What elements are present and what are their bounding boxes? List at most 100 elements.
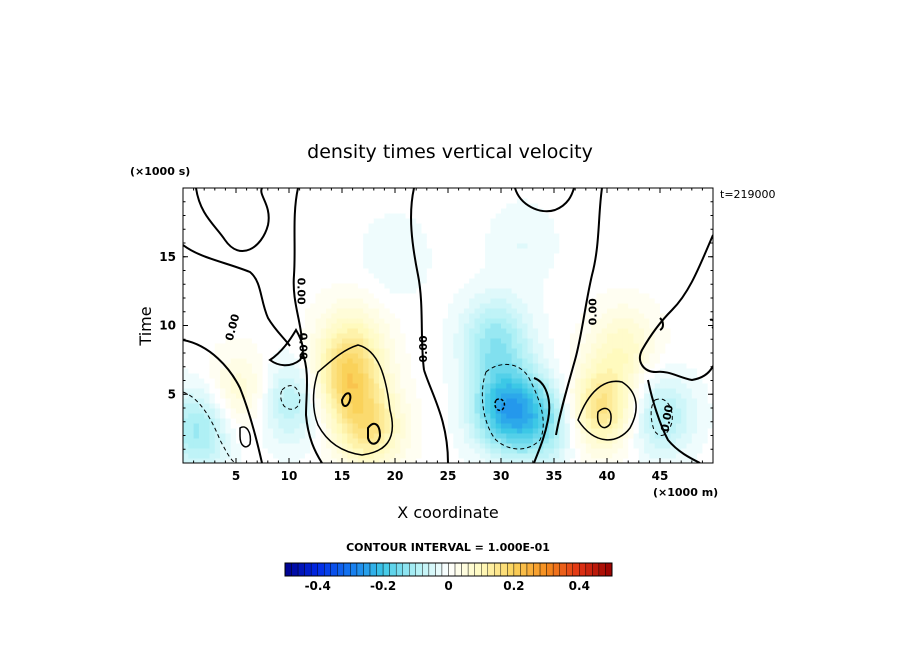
- heatmap-cell: [352, 428, 359, 434]
- heatmap-cell: [448, 268, 454, 274]
- heatmap-cell: [257, 343, 263, 349]
- heatmap-cell: [543, 358, 550, 364]
- heatmap-cell: [633, 363, 640, 369]
- heatmap-cell: [368, 363, 375, 369]
- heatmap-cell: [267, 393, 274, 399]
- heatmap-cell: [495, 278, 502, 284]
- heatmap-cell: [469, 203, 475, 209]
- heatmap-cell: [559, 343, 566, 349]
- heatmap-cell: [230, 268, 237, 274]
- heatmap-cell: [278, 313, 285, 319]
- heatmap-cell: [236, 313, 242, 319]
- heatmap-cell: [501, 203, 507, 209]
- heatmap-cell: [426, 328, 433, 334]
- heatmap-cell: [379, 408, 385, 414]
- heatmap-cell: [591, 298, 597, 304]
- heatmap-cell: [432, 323, 438, 329]
- heatmap-cell: [479, 363, 486, 369]
- heatmap-cell: [310, 383, 316, 389]
- heatmap-cell: [622, 228, 629, 234]
- heatmap-cell: [267, 223, 274, 229]
- heatmap-cell: [225, 313, 232, 319]
- heatmap-cell: [448, 313, 454, 319]
- heatmap-cell: [585, 338, 592, 344]
- heatmap-cell: [617, 198, 624, 204]
- heatmap-cell: [336, 398, 343, 404]
- heatmap-cell: [204, 258, 210, 264]
- heatmap-cell: [559, 308, 566, 314]
- heatmap-cell: [320, 278, 327, 284]
- heatmap-cell: [463, 383, 470, 389]
- heatmap-cell: [289, 208, 295, 214]
- heatmap-cell: [564, 268, 571, 274]
- heatmap-cell: [649, 223, 656, 229]
- heatmap-cell: [601, 188, 608, 194]
- heatmap-cell: [432, 263, 438, 269]
- heatmap-cell: [469, 238, 475, 244]
- heatmap-cell: [532, 203, 539, 209]
- heatmap-cell: [273, 368, 279, 374]
- heatmap-cell: [596, 293, 603, 299]
- heatmap-cell: [320, 358, 327, 364]
- heatmap-cell: [638, 343, 645, 349]
- heatmap-cell: [628, 303, 634, 309]
- heatmap-cell: [405, 383, 412, 389]
- heatmap-cell: [236, 268, 242, 274]
- heatmap-cell: [458, 208, 465, 214]
- heatmap-cell: [453, 388, 460, 394]
- heatmap-cell: [368, 223, 375, 229]
- heatmap-cell: [569, 333, 576, 339]
- heatmap-cell: [522, 293, 528, 299]
- heatmap-cell: [559, 373, 566, 379]
- heatmap-cell: [506, 258, 513, 264]
- heatmap-cell: [622, 443, 629, 449]
- heatmap-cell: [267, 188, 274, 194]
- heatmap-cell: [596, 428, 603, 434]
- heatmap-cell: [294, 248, 301, 254]
- heatmap-cell: [183, 313, 189, 319]
- heatmap-cell: [442, 203, 449, 209]
- heatmap-cell: [363, 298, 369, 304]
- heatmap-cell: [225, 373, 232, 379]
- heatmap-cell: [209, 458, 216, 463]
- heatmap-cell: [628, 198, 634, 204]
- heatmap-cell: [432, 223, 438, 229]
- heatmap-cell: [532, 353, 539, 359]
- heatmap-cell: [405, 343, 412, 349]
- heatmap-cell: [485, 333, 491, 339]
- heatmap-cell: [357, 383, 364, 389]
- heatmap-cell: [395, 433, 401, 439]
- heatmap-cell: [469, 443, 475, 449]
- heatmap-cell: [241, 358, 248, 364]
- heatmap-cell: [564, 433, 571, 439]
- heatmap-cell: [193, 203, 200, 209]
- heatmap-cell: [193, 343, 200, 349]
- heatmap-cell: [336, 203, 343, 209]
- heatmap-cell: [352, 198, 359, 204]
- heatmap-cell: [400, 368, 407, 374]
- heatmap-cell: [363, 248, 369, 254]
- heatmap-cell: [649, 448, 656, 454]
- heatmap-cell: [638, 378, 645, 384]
- heatmap-cell: [516, 398, 523, 404]
- heatmap-cell: [267, 403, 274, 409]
- heatmap-cell: [644, 443, 650, 449]
- heatmap-cell: [395, 208, 401, 214]
- heatmap-cell: [585, 323, 592, 329]
- heatmap-cell: [225, 438, 232, 444]
- heatmap-cell: [458, 323, 465, 329]
- heatmap-cell: [495, 373, 502, 379]
- heatmap-cell: [320, 418, 327, 424]
- heatmap-cell: [575, 438, 581, 444]
- heatmap-cell: [257, 323, 263, 329]
- heatmap-cell: [548, 378, 555, 384]
- heatmap-cell: [554, 353, 560, 359]
- heatmap-cell: [617, 323, 624, 329]
- heatmap-cell: [633, 333, 640, 339]
- heatmap-cell: [198, 373, 205, 379]
- heatmap-cell: [246, 438, 253, 444]
- heatmap-cell: [410, 293, 417, 299]
- heatmap-cell: [209, 423, 216, 429]
- heatmap-cell: [326, 268, 332, 274]
- heatmap-cell: [193, 418, 200, 424]
